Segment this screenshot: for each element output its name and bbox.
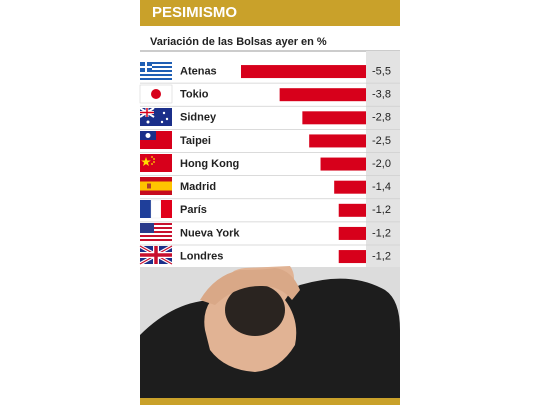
flag xyxy=(140,223,172,241)
value-label: -2,0 xyxy=(372,158,391,170)
category-label: Madrid xyxy=(180,181,216,193)
category-label: Nueva York xyxy=(180,227,240,239)
category-label: Sidney xyxy=(180,112,217,124)
value-label: -2,5 xyxy=(372,135,391,147)
bar xyxy=(334,180,366,194)
category-label: Atenas xyxy=(180,65,217,77)
category-label: Hong Kong xyxy=(180,158,239,170)
bar xyxy=(279,88,366,102)
bar xyxy=(338,226,366,240)
value-column xyxy=(366,51,400,267)
category-label: Taipei xyxy=(180,135,211,147)
bar xyxy=(241,65,366,79)
value-label: -1,2 xyxy=(372,250,391,262)
flag xyxy=(140,131,172,149)
flag xyxy=(140,199,172,219)
flag xyxy=(139,84,173,104)
photo xyxy=(140,266,400,405)
category-label: Tokio xyxy=(180,89,209,101)
bar xyxy=(338,250,366,264)
flags xyxy=(139,62,173,266)
chart-subtitle: Variación de las Bolsas ayer en % xyxy=(150,36,327,48)
chart-title: PESIMISMO xyxy=(152,4,237,21)
flag xyxy=(139,244,173,266)
value-label: -1,2 xyxy=(372,227,391,239)
value-label: -5,5 xyxy=(372,65,391,77)
bar xyxy=(302,111,366,125)
bar xyxy=(309,134,366,148)
header-bar xyxy=(140,0,400,26)
bar xyxy=(338,203,366,217)
value-label: -3,8 xyxy=(372,89,391,101)
flag xyxy=(140,62,172,80)
value-label: -1,2 xyxy=(372,204,391,216)
category-label: París xyxy=(180,204,207,216)
value-label: -1,4 xyxy=(372,181,391,193)
flag xyxy=(140,154,172,172)
flag xyxy=(140,177,172,195)
value-label: -2,8 xyxy=(372,112,391,124)
bar xyxy=(320,157,366,171)
flag xyxy=(139,107,172,126)
category-label: Londres xyxy=(180,250,223,262)
